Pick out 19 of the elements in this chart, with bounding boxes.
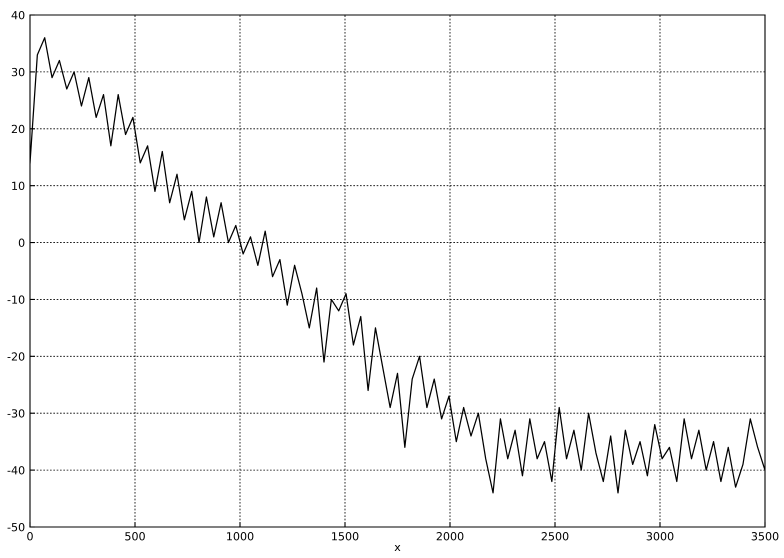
x-tick-label: 1500 bbox=[332, 532, 358, 540]
y-tick-label: 30 bbox=[12, 68, 24, 76]
x-tick-label: 3500 bbox=[752, 532, 778, 540]
x-tick-label: 0 bbox=[27, 532, 33, 540]
y-tick-label: 0 bbox=[18, 238, 24, 247]
x-tick-label: 2500 bbox=[542, 532, 568, 540]
y-tick-label: 20 bbox=[12, 124, 24, 134]
x-tick-label: 500 bbox=[125, 532, 145, 540]
y-tick-label: -30 bbox=[8, 409, 24, 418]
y-tick-label: -10 bbox=[8, 295, 24, 304]
y-tick-label: -20 bbox=[8, 352, 24, 361]
x-tick-label: 2000 bbox=[436, 532, 464, 540]
x-tick-label: 1000 bbox=[227, 532, 254, 540]
y-tick-label: 40 bbox=[12, 10, 24, 20]
x-axis-title: x bbox=[394, 544, 400, 552]
y-tick-label: 10 bbox=[12, 182, 24, 190]
x-tick-label: 3000 bbox=[646, 532, 674, 540]
y-tick-label: -40 bbox=[8, 466, 24, 474]
y-tick-label: -50 bbox=[8, 522, 24, 532]
